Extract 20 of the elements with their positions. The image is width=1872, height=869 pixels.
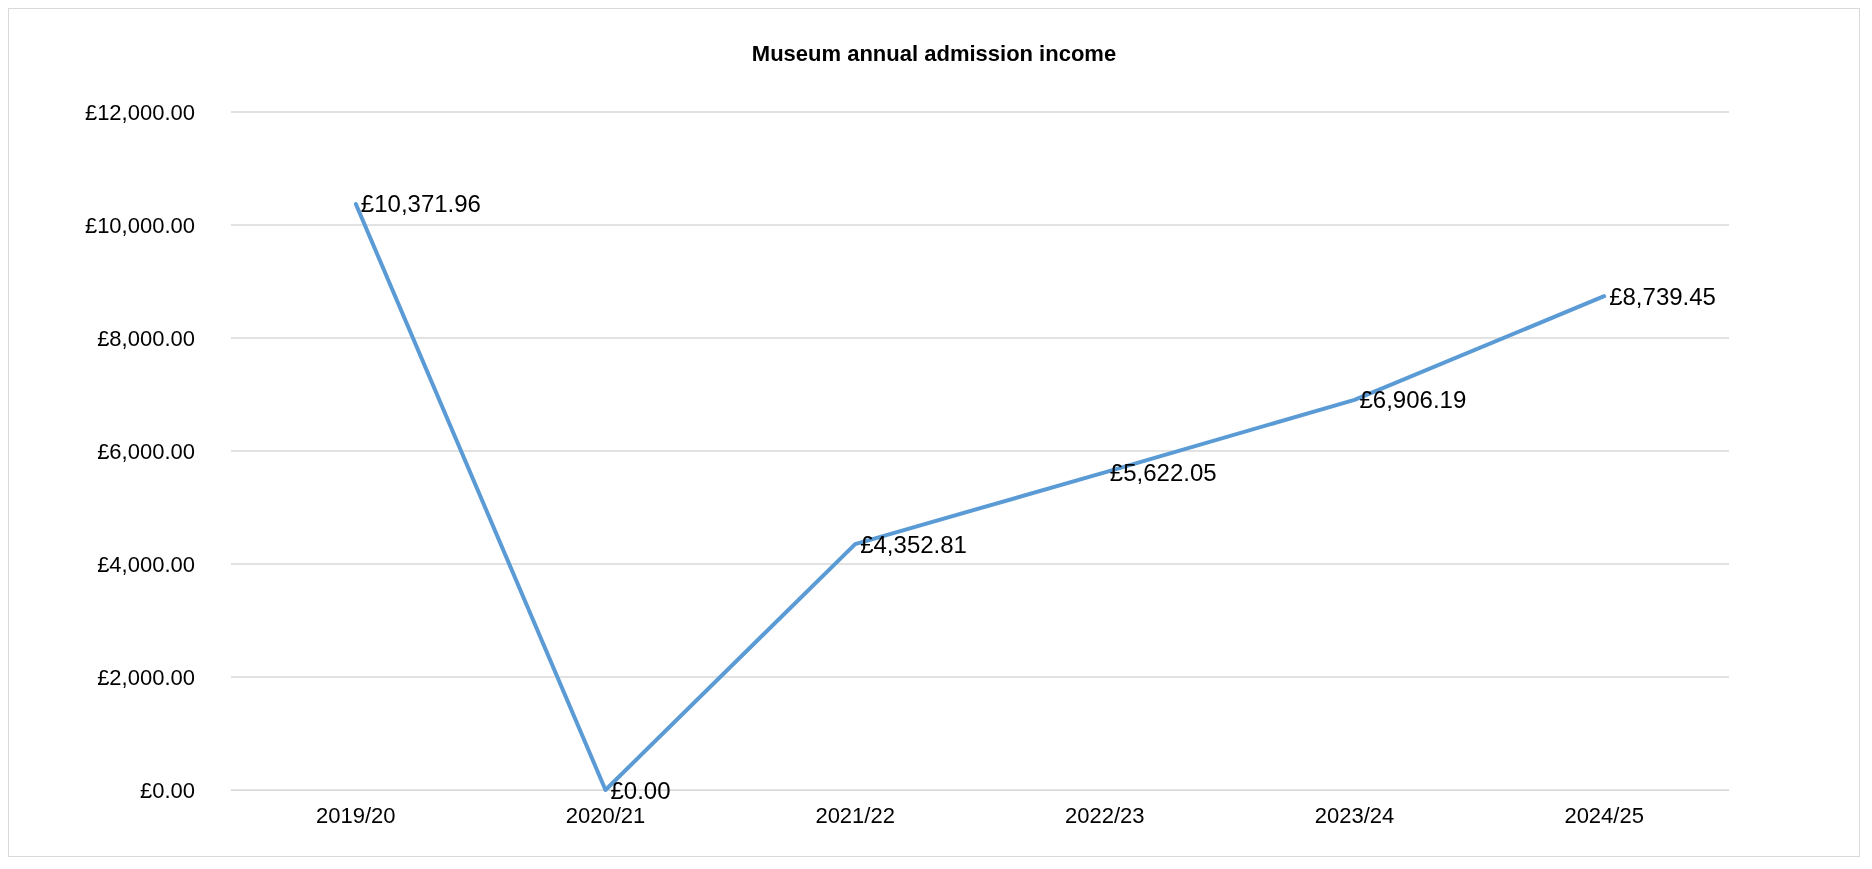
x-tick-label: 2020/21	[565, 802, 646, 828]
data-label: £8,739.45	[1609, 282, 1716, 310]
data-label: £6,906.19	[1359, 386, 1467, 414]
data-label: £10,371.96	[360, 190, 481, 218]
y-tick-label: £6,000.00	[97, 438, 195, 464]
data-label: £4,352.81	[860, 530, 967, 558]
y-tick-label: £10,000.00	[84, 212, 195, 238]
data-label: £0.00	[610, 776, 671, 804]
x-tick-label: 2021/22	[815, 802, 895, 828]
x-tick-label: 2024/25	[1564, 802, 1644, 828]
y-tick-label: £0.00	[139, 777, 195, 803]
y-tick-label: £2,000.00	[97, 664, 195, 690]
y-tick-label: £12,000.00	[84, 99, 195, 125]
x-tick-label: 2023/24	[1314, 802, 1395, 828]
chart-title: Museum annual admission income	[751, 40, 1117, 66]
y-tick-label: £4,000.00	[97, 551, 195, 577]
y-tick-label: £8,000.00	[97, 325, 195, 351]
data-label: £5,622.05	[1109, 458, 1217, 486]
x-tick-label: 2022/23	[1065, 802, 1145, 828]
x-tick-label: 2019/20	[316, 802, 396, 828]
